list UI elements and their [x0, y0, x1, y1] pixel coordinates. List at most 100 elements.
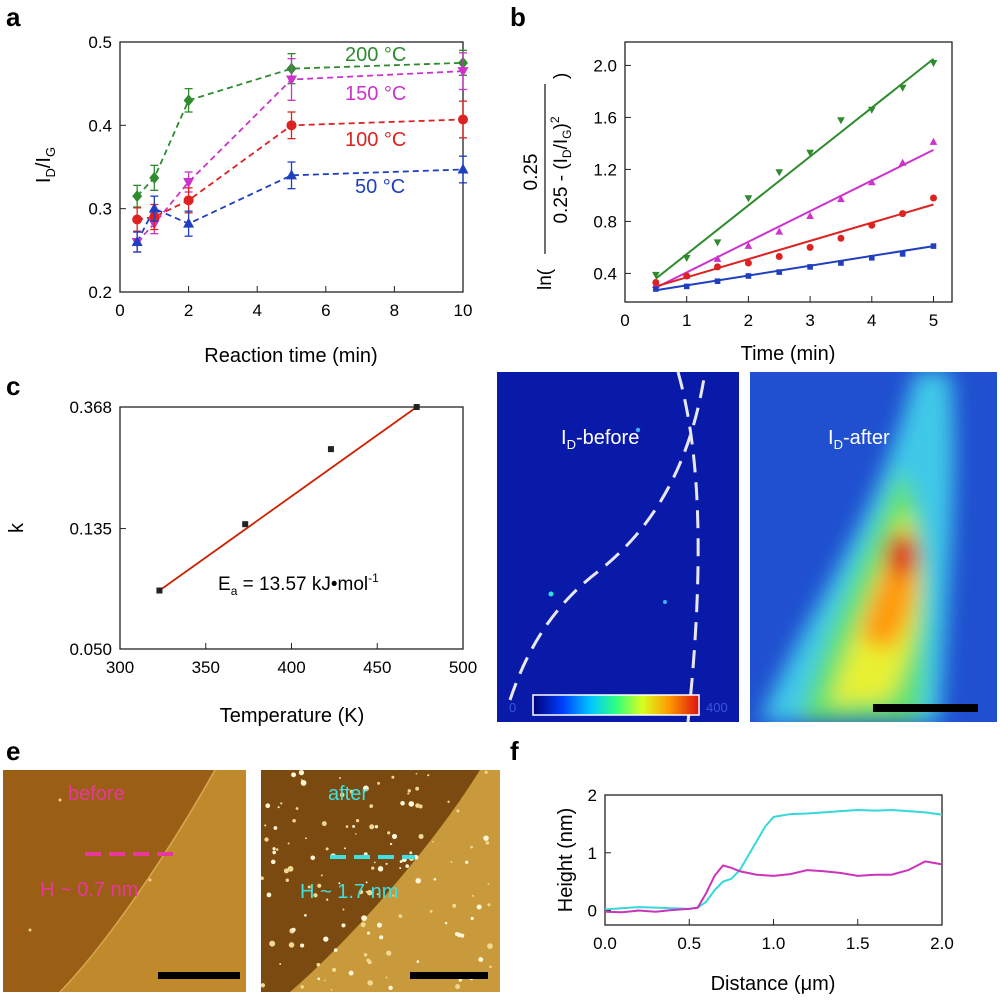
chart-a-ylabel-sub: D — [43, 168, 58, 177]
afm-after-particle — [355, 833, 357, 835]
afm-before-particle — [148, 878, 152, 882]
chart-c-point — [327, 446, 334, 453]
chart-a-ticks: 0 2 4 6 8 10 0.2 0.3 0.4 0.5 — [88, 33, 472, 320]
chart-b-point — [651, 271, 660, 279]
chart-f-xtick-label: 1.5 — [846, 934, 870, 953]
afm-after-particle — [292, 819, 296, 823]
chart-c-xtick-label: 350 — [192, 658, 220, 677]
afm-after-particle — [470, 845, 473, 849]
chart-a-point — [132, 190, 143, 203]
chart-b-point — [652, 279, 660, 286]
chart-a-point — [286, 120, 297, 131]
legend-label-200c: 200 °C — [345, 44, 406, 66]
afm-after-particle — [388, 985, 393, 991]
afm-after-particle — [280, 802, 283, 805]
chart-b-ytick-label: 1.2 — [593, 160, 617, 179]
afm-after-particle — [321, 821, 327, 827]
afm-after-particle — [341, 923, 346, 928]
afm-after-particle — [323, 936, 329, 942]
afm-after-particle — [398, 914, 403, 918]
afm-after-particle — [385, 862, 388, 865]
chart-f-series-line — [604, 809, 943, 911]
afm-after-particle — [374, 824, 379, 829]
afm-after-particle — [400, 800, 405, 806]
afm-after-particle — [369, 804, 374, 808]
afm-after-particle — [415, 772, 418, 775]
chart-c-xtick-label: 500 — [449, 658, 477, 677]
afm-after-particle — [377, 866, 384, 872]
chart-b-ylabel-den-a: 0.25 - (I — [551, 158, 572, 223]
map-after-title-rest: -after — [843, 427, 890, 449]
afm-after — [261, 770, 500, 992]
afm-before-flake — [60, 770, 246, 992]
afm-after-particle — [285, 878, 290, 882]
afm-after-particle — [429, 909, 433, 913]
afm-after-flake — [290, 770, 500, 992]
chart-b-ytick-label: 2.0 — [593, 56, 617, 75]
chart-f-ytick-label: 1 — [588, 844, 597, 863]
panel-letter-f: f — [510, 736, 519, 766]
chart-a-point — [457, 163, 469, 174]
chart-b-ylabel-num: 0.25 — [521, 154, 542, 191]
chart-a: 0 2 4 6 8 100.20.30.40.5 Reaction time (min) … — [33, 33, 472, 367]
chart-b-point — [806, 212, 814, 219]
chart-b-point — [806, 149, 814, 157]
chart-c-marks — [156, 404, 420, 594]
chart-b-ylabel: ln( 0.25 0.25 - (ID/IG)2 ) — [521, 73, 574, 290]
afm-before — [3, 770, 246, 992]
chart-c-frame — [119, 406, 464, 650]
chart-b-fit-line — [655, 245, 934, 292]
chart-b-point — [713, 254, 722, 262]
map-before-spot — [548, 591, 554, 597]
afm-after-particle — [365, 890, 368, 893]
chart-a-point — [183, 94, 194, 107]
chart-b-point — [713, 239, 722, 247]
afm-after-particle — [273, 826, 278, 830]
chart-c-xtick-label: 400 — [277, 658, 305, 677]
afm-after-particle — [270, 859, 276, 865]
afm-after-particle — [362, 785, 369, 792]
chart-c-ylabel: k — [6, 522, 28, 533]
chart-b-point — [898, 84, 907, 92]
afm-after-particle — [478, 957, 484, 963]
chart-b-point — [899, 210, 907, 218]
afm-after-particle — [310, 855, 316, 861]
chart-b-ylabel-den-b: /I — [551, 139, 572, 150]
panel-letter-a: a — [6, 2, 21, 32]
afm-after-particle — [405, 864, 410, 868]
chart-b-point — [775, 169, 784, 177]
map-before-title: ID-before — [561, 427, 639, 452]
map-after-hotspot — [886, 533, 918, 577]
afm-after-particle — [465, 860, 469, 864]
map-before-edge-left — [508, 372, 707, 701]
afm-before-particle — [28, 928, 32, 932]
afm-after-particle — [408, 801, 415, 807]
chart-b-xtick-label: 5 — [929, 311, 938, 330]
chart-a-point — [149, 171, 160, 184]
chart-b-xtick-label: 3 — [805, 311, 814, 330]
chart-b-point — [683, 272, 691, 280]
chart-a-ylabel-sub2: G — [43, 147, 58, 157]
chart-c-ann-sub: a — [231, 584, 238, 598]
afm-after-particle — [316, 962, 321, 967]
afm-after-particle — [427, 774, 430, 777]
afm-after-particle — [291, 772, 297, 778]
chart-b-ylabel-den-c: ) — [551, 123, 572, 129]
afm-after-particle — [261, 876, 264, 881]
chart-b-fit-line — [655, 149, 934, 289]
afm-before-particle — [58, 798, 62, 802]
afm-after-particle — [487, 943, 493, 949]
afm-after-particle — [376, 922, 382, 928]
chart-b-point — [714, 263, 722, 271]
chart-b-ylabel-den-sub1: D — [560, 149, 574, 158]
chart-b-point — [775, 227, 784, 235]
chart-c-xlabel: Temperature (K) — [220, 705, 365, 727]
afm-after-particle — [339, 792, 345, 798]
afm-after-particle — [300, 943, 305, 948]
afm-after-particle — [349, 789, 354, 794]
chart-b-point — [653, 286, 659, 292]
afm-after-particle — [272, 850, 277, 855]
chart-b-point — [744, 259, 752, 267]
afm-after-particle — [366, 889, 373, 896]
